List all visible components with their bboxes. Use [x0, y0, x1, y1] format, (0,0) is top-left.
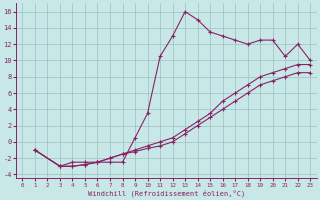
X-axis label: Windchill (Refroidissement éolien,°C): Windchill (Refroidissement éolien,°C) — [88, 189, 245, 197]
